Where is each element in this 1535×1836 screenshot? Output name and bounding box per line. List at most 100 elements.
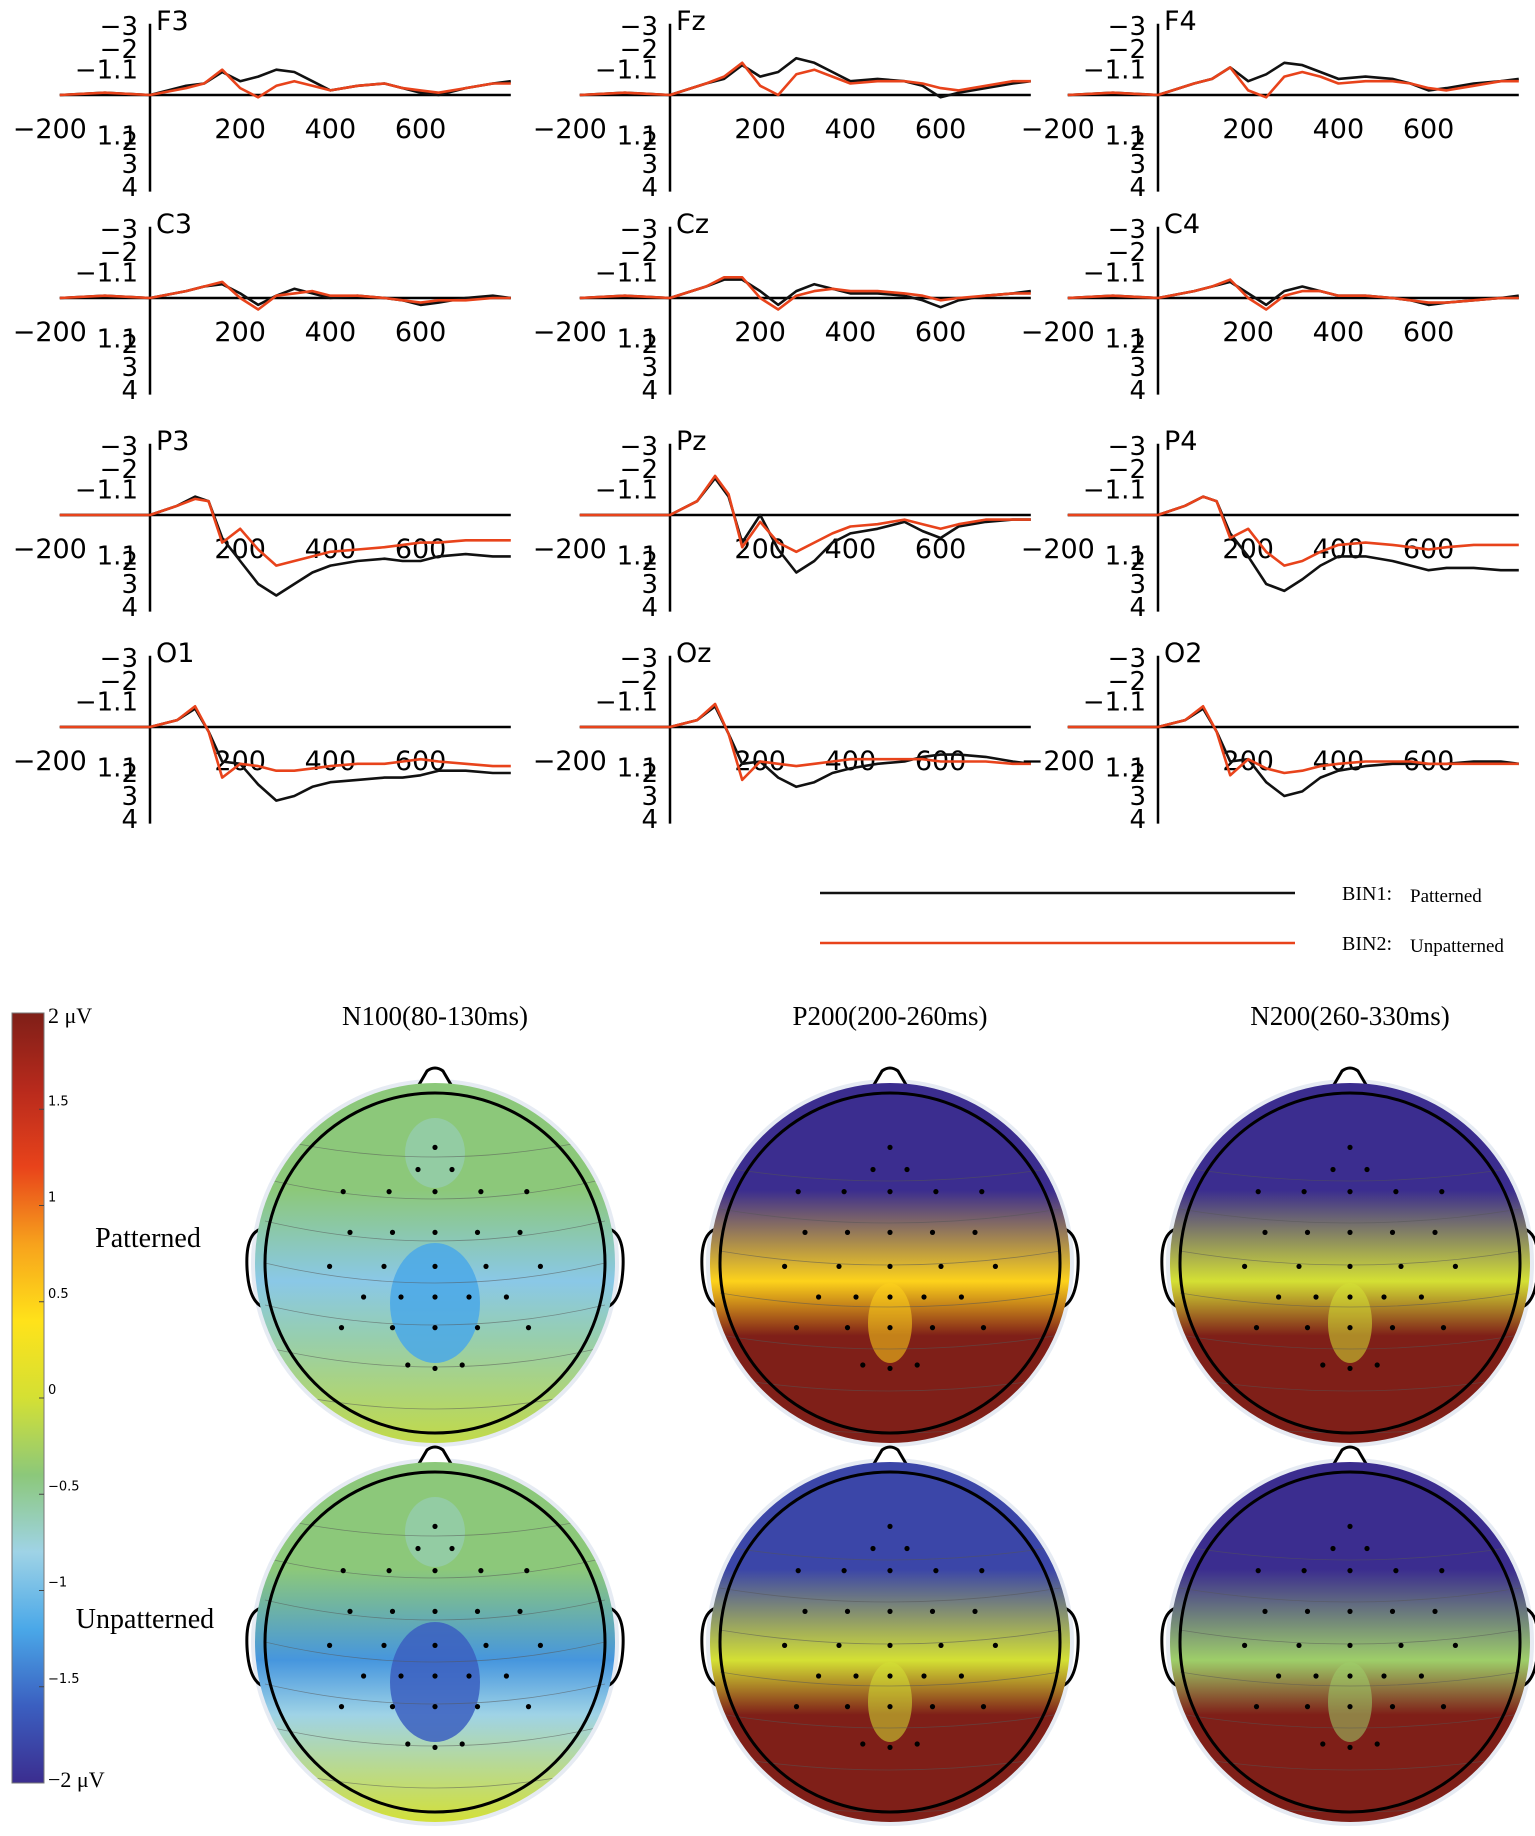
topomap-blob bbox=[390, 1622, 480, 1742]
x-tick-label: 600 bbox=[915, 317, 967, 348]
x-tick-label: 400 bbox=[305, 746, 357, 777]
y-tick-label: −1.1 bbox=[1083, 476, 1146, 506]
right-ear-icon bbox=[1057, 1605, 1080, 1689]
electrode-dot bbox=[887, 1568, 893, 1574]
electrode-dot bbox=[1381, 1673, 1387, 1679]
electrode-dot bbox=[1253, 1325, 1260, 1331]
y-tick-label: 3 bbox=[121, 150, 138, 180]
electrode-dot bbox=[887, 1523, 893, 1529]
y-tick-label: 1.1 bbox=[1105, 541, 1146, 571]
electrode-dot bbox=[802, 1608, 808, 1614]
electrode-dot bbox=[958, 1294, 965, 1300]
colorbar-tick-label: 0.5 bbox=[48, 1287, 69, 1302]
y-tick-label: −1.1 bbox=[75, 259, 138, 289]
y-tick-label: 3 bbox=[641, 353, 658, 383]
x-tick-label: −200 bbox=[1021, 534, 1095, 565]
electrode-dot bbox=[524, 1568, 530, 1574]
electrode-dot bbox=[517, 1608, 523, 1614]
y-tick-label: 3 bbox=[641, 150, 658, 180]
electrode-dot bbox=[929, 1704, 936, 1710]
right-ear-icon bbox=[1517, 1605, 1535, 1689]
electrode-dot bbox=[1364, 1166, 1370, 1173]
contour-line bbox=[1179, 1208, 1521, 1224]
electrode-dot bbox=[904, 1545, 910, 1552]
electrode-dot bbox=[921, 1673, 927, 1679]
series-bin2 bbox=[579, 61, 1031, 97]
y-tick-label: −2 bbox=[100, 455, 138, 485]
electrode-dot bbox=[1347, 1642, 1353, 1648]
electrode-dot bbox=[1347, 1144, 1353, 1150]
electrode-dot bbox=[1313, 1294, 1319, 1300]
panel-label: O2 bbox=[1164, 638, 1202, 669]
electrode-dot bbox=[1347, 1189, 1353, 1195]
electrode-dot bbox=[887, 1365, 893, 1371]
contour-line bbox=[719, 1587, 1061, 1603]
left-ear-icon bbox=[245, 1226, 268, 1310]
electrode-dot bbox=[1439, 1568, 1445, 1574]
y-tick-label: −2 bbox=[1108, 455, 1146, 485]
electrode-dot bbox=[1393, 1568, 1399, 1574]
y-tick-label: 3 bbox=[1129, 782, 1146, 812]
electrode-dot bbox=[958, 1673, 965, 1679]
y-tick-label: 1.1 bbox=[617, 541, 658, 571]
y-tick-label: 3 bbox=[1129, 570, 1146, 600]
colorbar-top-label: 2 μV bbox=[48, 1003, 92, 1028]
x-tick-label: 400 bbox=[305, 114, 357, 145]
y-tick-label: 1.1 bbox=[97, 541, 138, 571]
panel-label: C4 bbox=[1164, 209, 1200, 240]
electrode-dot bbox=[1313, 1673, 1319, 1679]
contour-line bbox=[264, 1262, 606, 1284]
y-tick-label: 2 bbox=[641, 127, 658, 157]
y-tick-label: −1.1 bbox=[595, 56, 658, 86]
electrode-dot bbox=[844, 1608, 851, 1614]
electrode-dot bbox=[432, 1608, 438, 1614]
electrode-dot bbox=[1253, 1704, 1260, 1710]
colorbar-tick-label: −1.5 bbox=[48, 1672, 80, 1687]
electrode-dot bbox=[1440, 1704, 1447, 1710]
x-tick-label: 400 bbox=[305, 317, 357, 348]
electrode-dot bbox=[929, 1608, 936, 1614]
contour-line bbox=[1179, 1671, 1521, 1687]
left-ear-icon bbox=[700, 1605, 723, 1689]
y-tick-label: 1.1 bbox=[617, 324, 658, 354]
x-tick-label: 200 bbox=[1222, 114, 1274, 145]
electrode-dot bbox=[466, 1673, 472, 1679]
contour-line bbox=[264, 1304, 606, 1326]
electrode-dot bbox=[853, 1294, 859, 1300]
electrode-dot bbox=[1262, 1229, 1268, 1235]
electrode-dot bbox=[503, 1673, 509, 1679]
contour-line bbox=[1179, 1713, 1521, 1729]
electrode-dot bbox=[921, 1294, 927, 1300]
y-tick-label: 4 bbox=[1129, 805, 1146, 835]
contour-line bbox=[719, 1334, 1061, 1350]
electrode-dot bbox=[1242, 1263, 1248, 1269]
electrode-dot bbox=[1304, 1608, 1311, 1614]
y-tick-label: 2 bbox=[641, 759, 658, 789]
y-tick-label: −2 bbox=[620, 455, 658, 485]
series-bin2 bbox=[579, 474, 1031, 554]
topo-column-headers: N100(80-130ms) P200(200-260ms) N200(260-33… bbox=[342, 1001, 1450, 1031]
x-tick-label: −200 bbox=[1021, 114, 1095, 145]
topo-row-labels: Patterned Unpatterned bbox=[76, 1223, 214, 1635]
electrode-dot bbox=[432, 1642, 438, 1648]
y-tick-label: −1.1 bbox=[75, 476, 138, 506]
y-tick-label: −3 bbox=[100, 215, 138, 245]
electrode-dot bbox=[1347, 1294, 1353, 1300]
electrode-dot bbox=[1347, 1523, 1353, 1529]
y-tick-label: −1.1 bbox=[1083, 56, 1146, 86]
electrode-dot bbox=[1242, 1642, 1248, 1648]
electrode-dot bbox=[415, 1166, 421, 1173]
electrode-dot bbox=[992, 1642, 999, 1648]
topomap-patterned-n200-260-330ms- bbox=[1160, 1066, 1535, 1447]
electrode-dot bbox=[347, 1608, 353, 1614]
x-tick-label: 400 bbox=[825, 534, 877, 565]
y-tick-label: −1.1 bbox=[595, 476, 658, 506]
y-tick-label: −3 bbox=[1108, 644, 1146, 674]
y-tick-label: −3 bbox=[620, 432, 658, 462]
y-tick-label: 2 bbox=[1129, 127, 1146, 157]
y-tick-label: 4 bbox=[641, 593, 658, 623]
topo-row-label: Unpatterned bbox=[76, 1604, 214, 1635]
